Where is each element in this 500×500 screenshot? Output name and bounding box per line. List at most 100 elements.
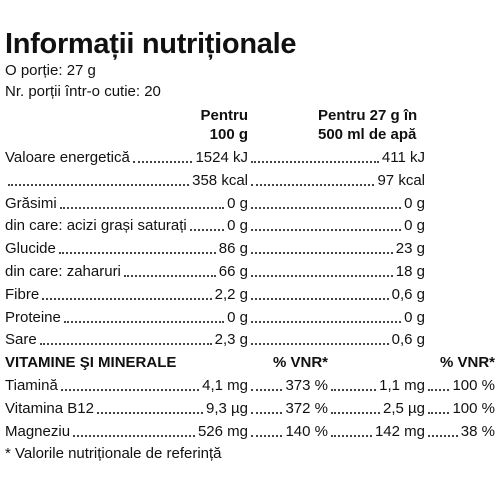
- cell: 23 g: [248, 239, 425, 259]
- row-label: VITAMINE ŞI MINERALE: [5, 354, 177, 372]
- cell: Fibre 2,2 g: [5, 285, 248, 305]
- cell: 140 %: [248, 422, 328, 442]
- row-label: Grăsimi: [5, 194, 57, 212]
- cell: 100 %: [425, 376, 495, 396]
- row: VITAMINE ŞI MINERALE % VNR* % VNR*: [5, 353, 495, 373]
- column-header: Pentru 100 g: [200, 107, 248, 143]
- row-label: Fibre: [5, 285, 40, 303]
- dot-leader: [189, 229, 225, 232]
- row-label: Magneziu: [5, 422, 71, 440]
- dot-leader: [331, 434, 372, 437]
- cell: 100 %: [425, 399, 495, 419]
- value: 2,5 µg: [382, 399, 425, 417]
- value: 4,1 mg: [202, 377, 248, 394]
- row: Tiamină 4,1 mg 373 % 1,1 mg 100 %: [5, 376, 495, 396]
- dot-leader: [58, 252, 216, 255]
- dot-leader: [331, 389, 377, 391]
- value: 0 g: [227, 217, 248, 235]
- dot-leader: [251, 320, 402, 323]
- row-label: Tiamină: [5, 377, 58, 394]
- row-label: Proteine: [5, 308, 61, 326]
- dot-leader: [428, 434, 458, 437]
- value: 23 g: [395, 240, 425, 258]
- value: 2,3 g: [214, 331, 248, 349]
- cell: Proteine 0 g: [5, 308, 248, 328]
- value: 1,1 mg: [379, 377, 425, 394]
- value: 100 %: [452, 377, 495, 394]
- cell: din care: acizi grași saturați 0 g: [5, 216, 248, 236]
- cell: % VNR*: [248, 353, 328, 373]
- value: 358 kcal: [192, 171, 248, 189]
- dot-leader: [251, 252, 393, 255]
- dot-leader: [42, 297, 212, 300]
- value: 372 %: [285, 399, 328, 417]
- value: 2,2 g: [214, 285, 248, 303]
- row: 358 kcal 97 kcal: [5, 171, 495, 191]
- cell: VITAMINE ŞI MINERALE: [5, 353, 248, 373]
- value: 66 g: [218, 263, 248, 280]
- row: Sare 2,3 g 0,6 g: [5, 330, 495, 350]
- cell: Sare 2,3 g: [5, 330, 248, 350]
- row-label: din care: zaharuri: [5, 263, 121, 280]
- cell: Magneziu 526 mg: [5, 422, 248, 442]
- value: 0 g: [404, 194, 425, 212]
- dot-leader: [251, 229, 402, 232]
- value: 100 %: [452, 399, 495, 417]
- cell: din care: zaharuri 66 g: [5, 262, 248, 282]
- dot-leader: [251, 161, 379, 163]
- row-label: Sare: [5, 331, 37, 349]
- dot-leader: [251, 389, 283, 391]
- cell: 0 g: [248, 216, 425, 236]
- dot-leader: [331, 411, 380, 414]
- cell: 18 g: [248, 262, 425, 282]
- footnote: * Valorile nutriționale de referință: [5, 445, 222, 463]
- cell: 0 g: [248, 194, 425, 214]
- dot-leader: [251, 411, 283, 414]
- dot-leader: [251, 206, 402, 209]
- row: Vitamina B12 9,3 µg 372 % 2,5 µg 100 %: [5, 399, 495, 419]
- value: 140 %: [285, 422, 328, 440]
- row-label: Vitamina B12: [5, 399, 94, 417]
- cell: 0 g: [248, 308, 425, 328]
- cell: Grăsimi 0 g: [5, 194, 248, 214]
- value: 0 g: [404, 308, 425, 326]
- row: Valoare energetică 1524 kJ 411 kJ: [5, 148, 495, 168]
- dot-leader: [251, 343, 389, 346]
- row: din care: zaharuri 66 g 18 g: [5, 262, 495, 282]
- dot-leader: [251, 434, 283, 437]
- dot-leader: [251, 275, 393, 277]
- servings-per-box: Nr. porții într-o cutie: 20: [5, 83, 161, 100]
- value: 0 g: [404, 217, 425, 235]
- value: 18 g: [395, 263, 425, 280]
- value: 0 g: [227, 194, 248, 212]
- cell: 372 %: [248, 399, 328, 419]
- row: Proteine 0 g 0 g: [5, 308, 495, 328]
- value: 142 mg: [374, 422, 425, 440]
- row-label: din care: acizi grași saturați: [5, 217, 187, 235]
- dot-leader: [39, 343, 212, 346]
- value: 0 g: [227, 308, 248, 326]
- row: Grăsimi 0 g 0 g: [5, 194, 495, 214]
- cell: % VNR*: [328, 353, 495, 373]
- cell: 411 kJ: [248, 148, 425, 168]
- cell: 1,1 mg: [328, 376, 425, 396]
- cell: 358 kcal: [5, 171, 248, 191]
- cell: Glucide 86 g: [5, 239, 248, 259]
- value: 86 g: [218, 240, 248, 258]
- dot-leader: [8, 183, 190, 186]
- dot-leader: [60, 389, 200, 391]
- dot-leader: [132, 161, 193, 163]
- row: Glucide 86 g 23 g: [5, 239, 495, 259]
- dot-leader: [73, 434, 195, 437]
- row: Magneziu 526 mg 140 % 142 mg 38 %: [5, 422, 495, 442]
- dot-leader: [428, 389, 450, 391]
- dot-leader: [63, 320, 225, 323]
- column-header: Pentru 27 g în 500 ml de apă: [318, 107, 418, 143]
- cell: 142 mg: [328, 422, 425, 442]
- dot-leader: [251, 297, 389, 300]
- cell: 0,6 g: [248, 330, 425, 350]
- dot-leader: [123, 275, 216, 277]
- value: 373 %: [285, 377, 328, 394]
- serving: O porție: 27 g: [5, 62, 96, 79]
